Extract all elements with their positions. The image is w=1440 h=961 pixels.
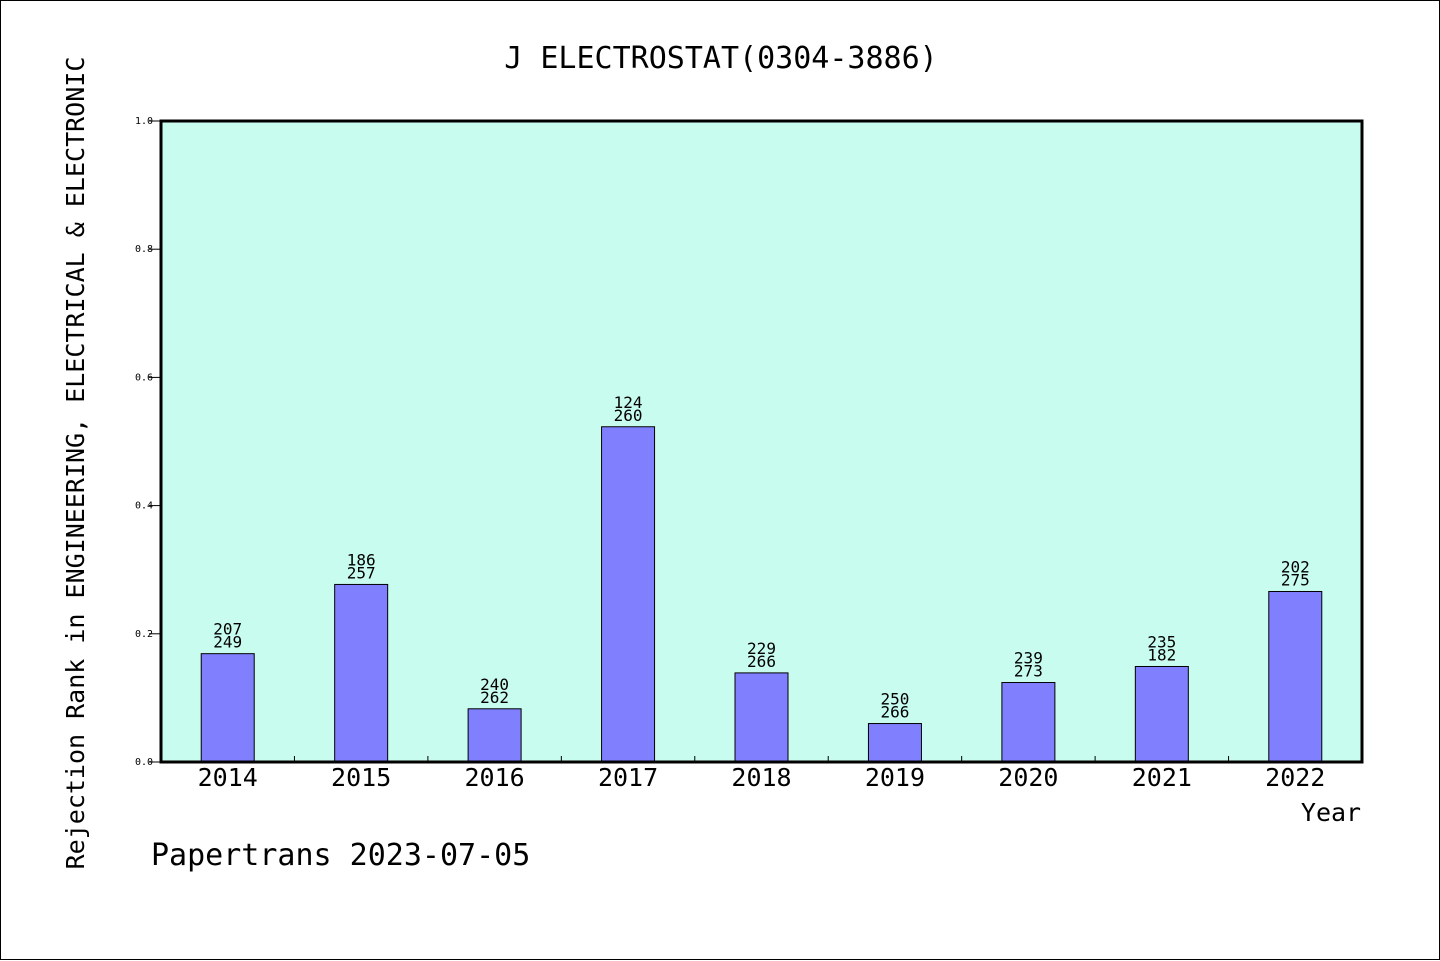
x-tick-label-2018: 2018 [731, 763, 791, 792]
bar-label-bottom-2021: 182 [1147, 645, 1176, 664]
x-tick-label-2022: 2022 [1265, 763, 1325, 792]
bar-label-top-2016: 240 [480, 675, 509, 694]
bar-label-top-2018: 229 [747, 639, 776, 658]
y-tick-label: 0.2 [135, 629, 153, 640]
bar-label-bottom-2016: 262 [480, 688, 509, 707]
x-tick-label-2020: 2020 [998, 763, 1058, 792]
bar-2020 [1001, 682, 1056, 763]
bar-label-bottom-2019: 266 [880, 703, 909, 722]
bar-label-bottom-2017: 260 [614, 406, 643, 425]
plot-border [159, 119, 1364, 764]
bar-2014 [200, 653, 255, 763]
y-tick-label: 0.4 [135, 501, 153, 512]
x-axis-label: Year [1301, 798, 1361, 827]
y-tick-label: 1.0 [135, 116, 153, 127]
bar-label-bottom-2015: 257 [347, 563, 376, 582]
bar-label-bottom-2014: 249 [213, 633, 242, 652]
bar-label-top-2020: 239 [1014, 649, 1043, 668]
footer-credit: Papertrans 2023-07-05 [151, 838, 530, 873]
x-tick-label-2021: 2021 [1132, 763, 1192, 792]
y-axis: 0.0 0.2 0.4 0.6 0.8 1.0 [135, 116, 161, 768]
bar-label-bottom-2018: 266 [747, 652, 776, 671]
y-tick-label: 0.6 [135, 372, 153, 383]
bar-series: 2072491862572402621242602292662502662392… [200, 393, 1323, 763]
bar-label-top-2021: 235 [1147, 632, 1176, 651]
x-tick-label-2017: 2017 [598, 763, 658, 792]
bar-2019 [867, 723, 922, 763]
bar-label-top-2017: 124 [614, 393, 643, 412]
x-axis: 2014 2015 2016 2017 2018 2019 2020 2021 2022 [198, 756, 1325, 792]
bar-label-bottom-2020: 273 [1014, 662, 1043, 681]
x-tick-label-2016: 2016 [465, 763, 525, 792]
y-tick-label: 0.8 [135, 244, 153, 255]
bar-2017 [601, 426, 656, 763]
bar-2021 [1134, 665, 1189, 763]
chart-title: J ELECTROSTAT(0304-3886) [504, 41, 937, 76]
x-tick-label-2015: 2015 [331, 763, 391, 792]
y-axis-label: Rejection Rank in ENGINEERING, ELECTRICA… [61, 57, 90, 870]
bar-label-top-2014: 207 [213, 620, 242, 639]
bar-label-top-2022: 202 [1281, 557, 1310, 576]
bar-2015 [334, 583, 389, 763]
y-tick-label: 0.0 [135, 757, 153, 768]
bar-label-top-2015: 186 [347, 550, 376, 569]
bar-2018 [734, 672, 789, 763]
x-tick-label-2014: 2014 [198, 763, 258, 792]
bar-2022 [1268, 590, 1323, 763]
bar-2016 [467, 708, 522, 763]
bar-label-top-2019: 250 [880, 690, 909, 709]
x-tick-label-2019: 2019 [865, 763, 925, 792]
bar-label-bottom-2022: 275 [1281, 570, 1310, 589]
